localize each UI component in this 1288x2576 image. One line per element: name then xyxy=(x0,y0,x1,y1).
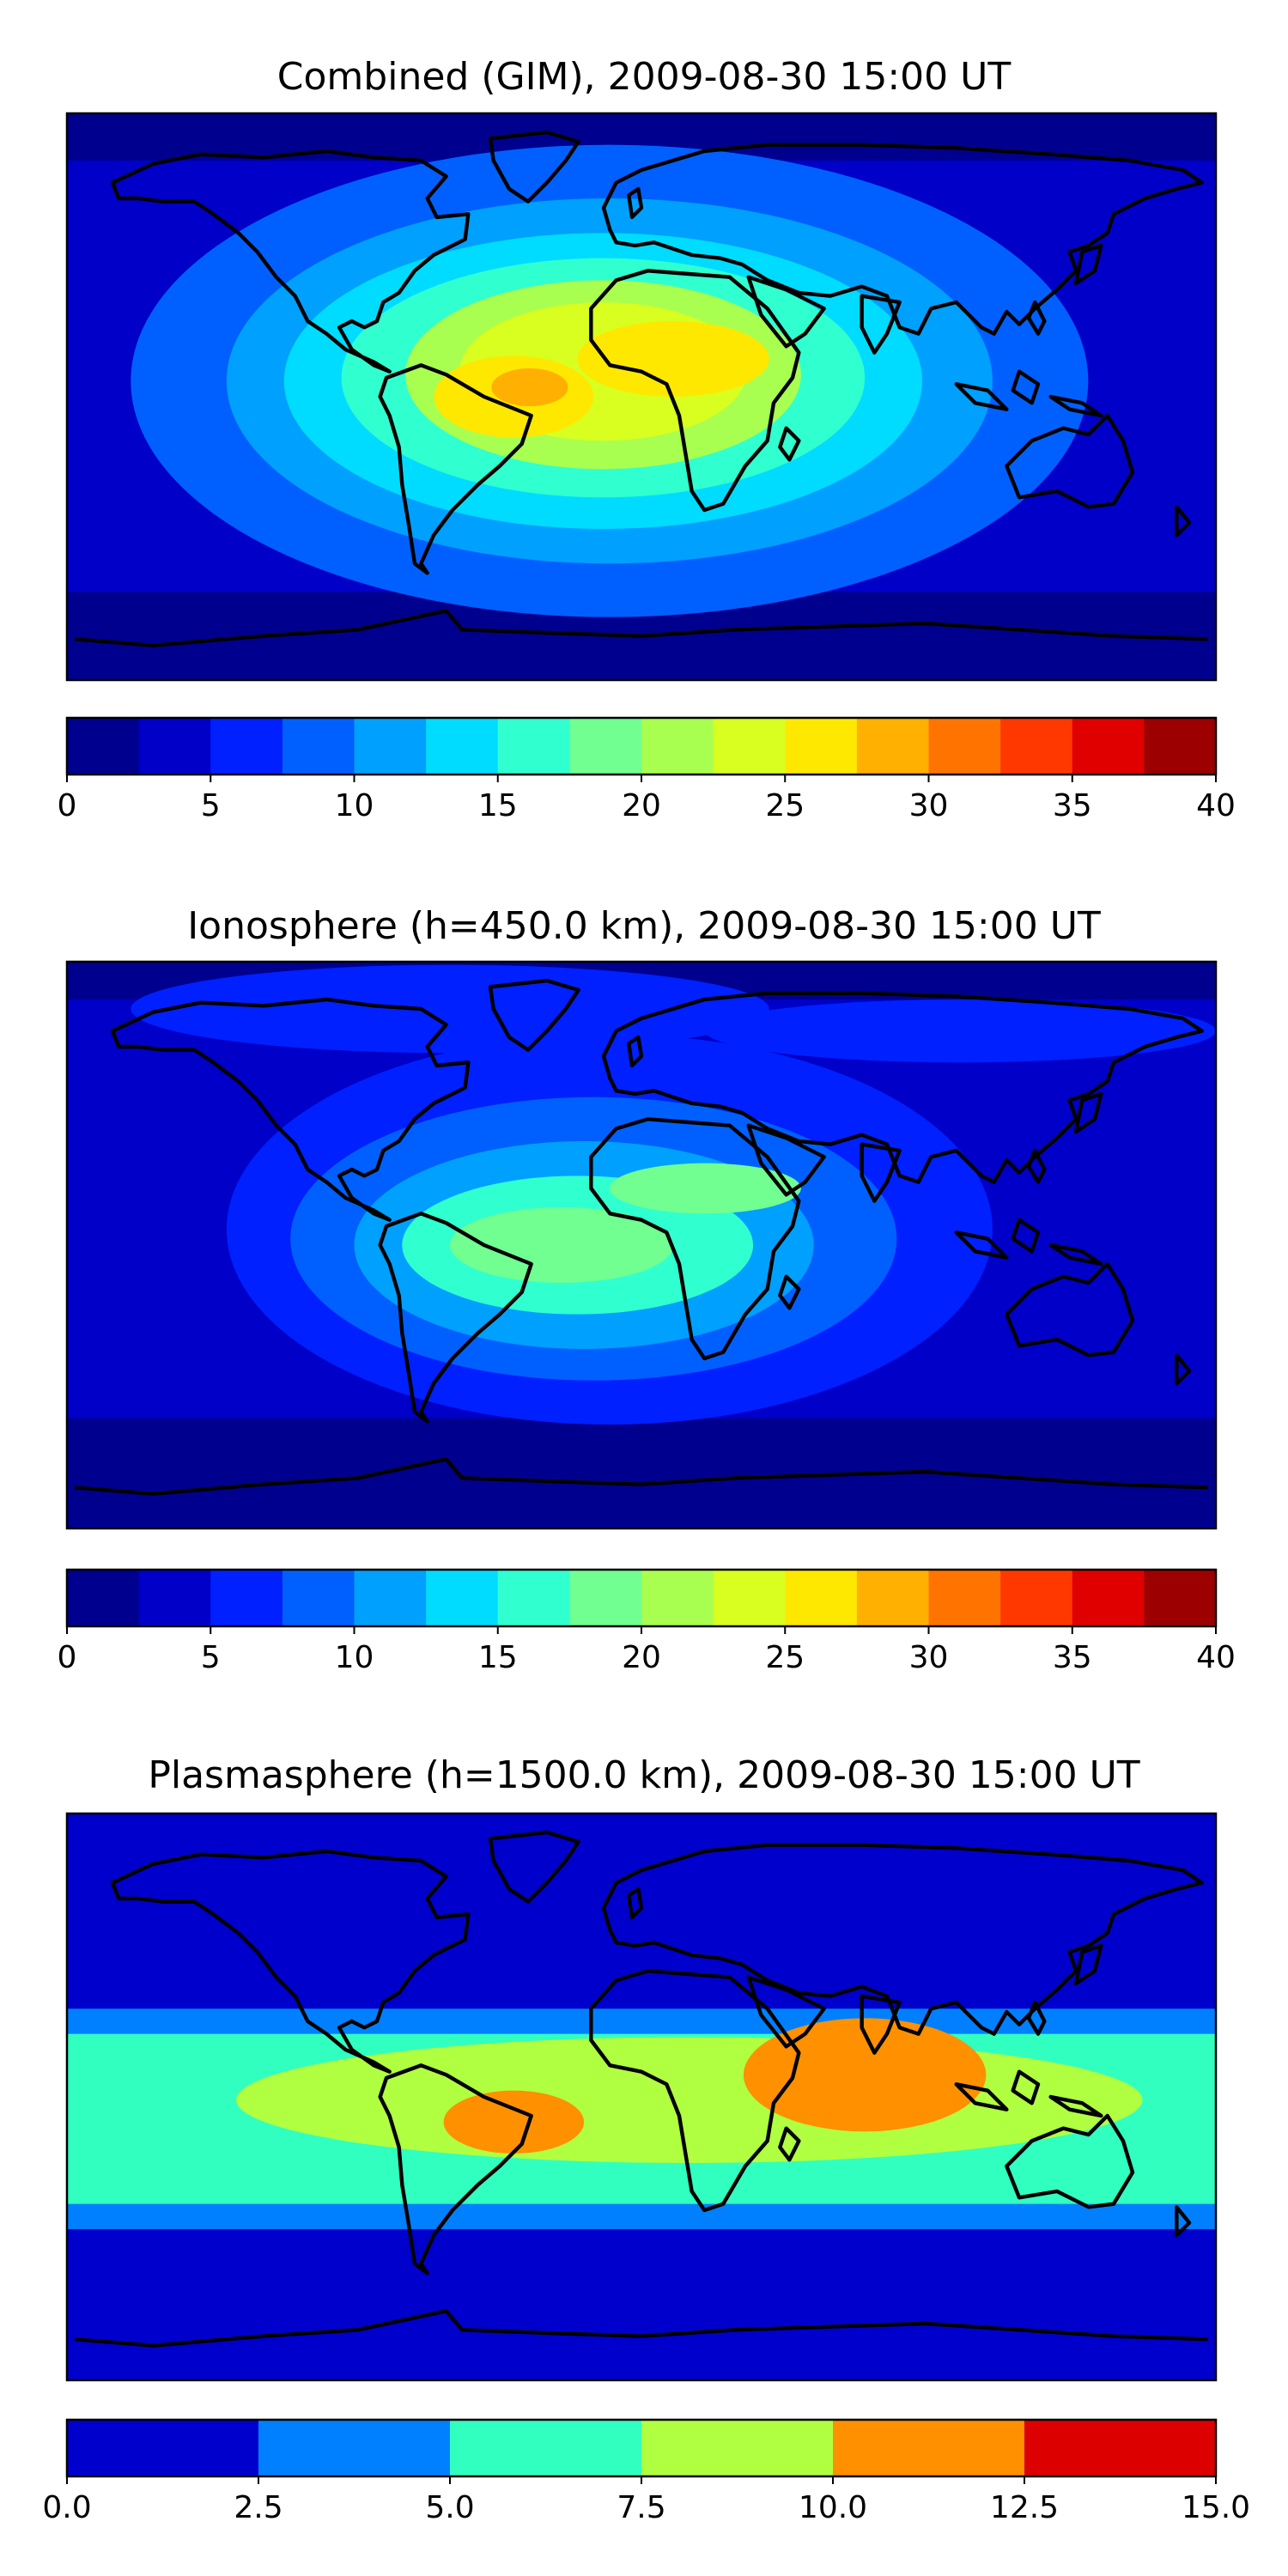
colorbar-segment xyxy=(282,718,355,775)
contour-level xyxy=(609,1163,801,1214)
colorbar-tick-label: 5 xyxy=(201,788,221,823)
colorbar-segment xyxy=(138,718,211,775)
contour-level xyxy=(443,2090,585,2154)
colorbar-tick-label: 5 xyxy=(201,1640,221,1675)
panel-title: Ionosphere (h=450.0 km), 2009-08-30 15:0… xyxy=(187,904,1101,948)
contour-level xyxy=(577,321,769,397)
colorbar-segment xyxy=(641,2420,834,2476)
colorbar-tick-label: 35 xyxy=(1053,1640,1092,1675)
colorbar: 0.0 2.5 5.0 7.5 10.0 12.5 15.0 xyxy=(42,2418,1250,2525)
colorbar-segment xyxy=(354,1570,427,1626)
colorbar-tick-label: 10 xyxy=(335,788,374,823)
colorbar-segment xyxy=(785,1570,858,1626)
colorbar-segment xyxy=(138,1570,211,1626)
colorbar-segment xyxy=(713,718,786,775)
contour-level xyxy=(491,368,568,406)
contour-band xyxy=(67,1418,1216,1528)
map-frame xyxy=(65,112,1218,682)
colorbar-segment xyxy=(497,718,570,775)
panel-title: Plasmasphere (h=1500.0 km), 2009-08-30 1… xyxy=(148,1753,1139,1797)
colorbar: 0 5 10 15 20 25 30 35 40 xyxy=(58,716,1236,823)
colorbar-segment xyxy=(210,718,283,775)
colorbar-segment xyxy=(1144,718,1217,775)
colorbar-tick-label: 5.0 xyxy=(425,2490,474,2525)
colorbar-segment xyxy=(1024,2420,1217,2476)
colorbar-segment xyxy=(450,2420,642,2476)
colorbar-tick-label: 30 xyxy=(909,1640,949,1675)
colorbar-segment xyxy=(1000,718,1073,775)
colorbar-segment xyxy=(497,1570,570,1626)
colorbar-segment xyxy=(569,718,642,775)
colorbar-tick-label: 0 xyxy=(58,1640,77,1675)
colorbar-tick-label: 25 xyxy=(765,1640,805,1675)
colorbar-segment xyxy=(426,718,499,775)
colorbar-segment xyxy=(1144,1570,1217,1626)
colorbar-segment xyxy=(258,2420,451,2476)
colorbar-tick-label: 35 xyxy=(1053,788,1092,823)
contour-field xyxy=(67,962,1216,1528)
colorbar-tick-label: 2.5 xyxy=(234,2490,283,2525)
colorbar-segment xyxy=(928,718,1001,775)
colorbar-segment xyxy=(1072,718,1145,775)
colorbar-segment xyxy=(569,1570,642,1626)
colorbar-tick-label: 15 xyxy=(478,788,518,823)
colorbar-segment xyxy=(67,718,140,775)
colorbar-segment xyxy=(67,1570,140,1626)
contour-field xyxy=(67,113,1216,680)
contour-level xyxy=(743,2018,987,2132)
colorbar-tick-label: 12.5 xyxy=(990,2490,1059,2525)
colorbar-tick-label: 40 xyxy=(1196,788,1236,823)
colorbar-segment xyxy=(354,718,427,775)
colorbar-tick-label: 0 xyxy=(58,788,77,823)
colorbar-segment xyxy=(785,718,858,775)
colorbar-tick-label: 20 xyxy=(622,788,661,823)
colorbar-segment xyxy=(833,2420,1025,2476)
colorbar-segment xyxy=(1072,1570,1145,1626)
panel-plasmasphere: Plasmasphere (h=1500.0 km), 2009-08-30 1… xyxy=(42,1753,1250,2525)
map-frame xyxy=(65,1812,1218,2382)
panel-ionosphere: Ionosphere (h=450.0 km), 2009-08-30 15:0… xyxy=(58,904,1236,1675)
colorbar-tick-label: 0.0 xyxy=(42,2490,91,2525)
contour-level xyxy=(450,1207,674,1283)
colorbar-segment xyxy=(856,1570,929,1626)
colorbar: 0 5 10 15 20 25 30 35 40 xyxy=(58,1568,1236,1675)
colorbar-segment xyxy=(856,718,929,775)
colorbar-tick-label: 10 xyxy=(335,1640,374,1675)
contour-level xyxy=(235,2037,1143,2164)
colorbar-segment xyxy=(210,1570,283,1626)
contour-field xyxy=(67,2008,1216,2229)
colorbar-tick-label: 7.5 xyxy=(617,2490,665,2525)
colorbar-segment xyxy=(928,1570,1001,1626)
colorbar-tick-label: 40 xyxy=(1196,1640,1236,1675)
map-frame xyxy=(65,960,1218,1530)
colorbar-tick-label: 10.0 xyxy=(799,2490,867,2525)
contour-level xyxy=(705,999,1216,1063)
colorbar-tick-label: 15 xyxy=(478,1640,518,1675)
colorbar-segment xyxy=(641,718,714,775)
colorbar-tick-label: 30 xyxy=(909,788,949,823)
colorbar-segment xyxy=(713,1570,786,1626)
colorbar-tick-label: 20 xyxy=(622,1640,661,1675)
colorbar-tick-label: 25 xyxy=(765,788,805,823)
contour-level xyxy=(131,964,769,1054)
colorbar-tick-label: 15.0 xyxy=(1182,2490,1250,2525)
colorbar-segment xyxy=(426,1570,499,1626)
colorbar-segment xyxy=(282,1570,355,1626)
panel-combined: Combined (GIM), 2009-08-30 15:00 UT 0 5 10… xyxy=(58,55,1236,823)
colorbar-segment xyxy=(67,2420,259,2476)
colorbar-segment xyxy=(1000,1570,1073,1626)
colorbar-segment xyxy=(641,1570,714,1626)
panel-title: Combined (GIM), 2009-08-30 15:00 UT xyxy=(277,55,1012,99)
